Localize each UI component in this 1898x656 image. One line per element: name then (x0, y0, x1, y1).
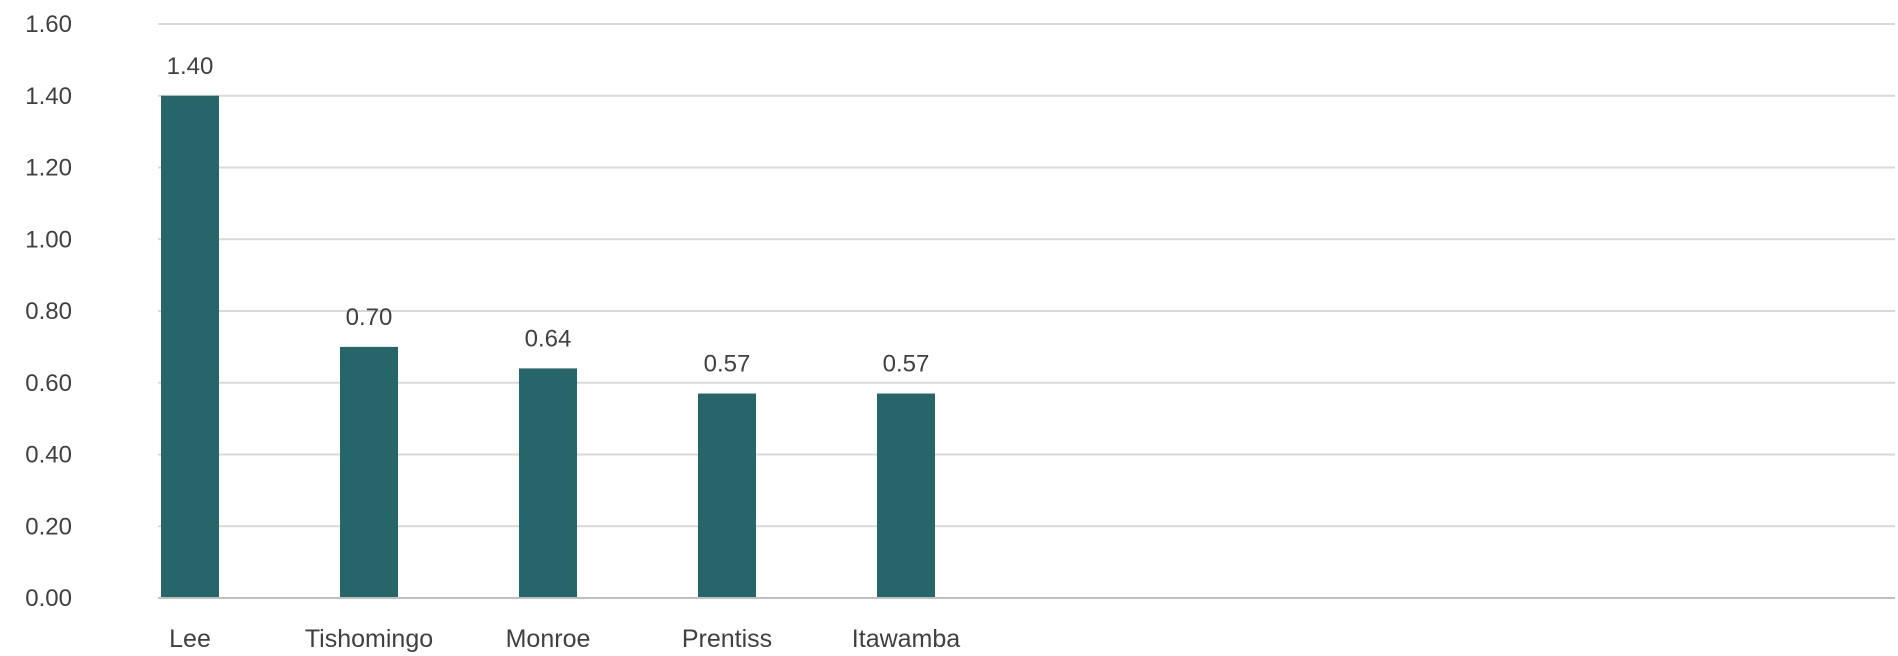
y-tick-label: 1.40 (25, 83, 72, 110)
x-tick-label: Lee (169, 625, 211, 653)
bar-tishomingo (340, 346, 398, 598)
x-axis-labels: Lee Tishomingo Monroe Prentiss Itawamba (169, 625, 960, 653)
bar-itawamba (877, 393, 935, 598)
data-label: 0.57 (704, 351, 751, 378)
x-tick-label: Prentiss (682, 625, 772, 653)
x-tick-label: Tishomingo (305, 625, 433, 653)
x-tick-label: Monroe (506, 625, 591, 653)
y-axis-ticks: 0.00 0.20 0.40 0.60 0.80 1.00 1.20 1.40 1.60 (25, 11, 72, 612)
y-tick-label: 0.80 (25, 298, 72, 325)
y-tick-label: 0.20 (25, 513, 72, 540)
x-tick-label: Itawamba (852, 625, 960, 653)
data-label: 0.64 (525, 325, 572, 352)
gridlines (158, 23, 1895, 528)
y-tick-label: 1.20 (25, 155, 72, 182)
y-tick-label: 1.60 (25, 11, 72, 38)
data-label: 0.57 (883, 351, 930, 378)
bar-prentiss (698, 393, 756, 598)
bar-monroe (519, 368, 577, 598)
bars (161, 95, 935, 598)
data-label: 1.40 (167, 53, 214, 80)
bar-lee (161, 95, 219, 598)
y-tick-label: 1.00 (25, 226, 72, 253)
data-labels: 1.40 0.70 0.64 0.57 0.57 (167, 53, 930, 378)
data-label: 0.70 (346, 304, 393, 331)
y-tick-label: 0.00 (25, 585, 72, 612)
y-tick-label: 0.60 (25, 370, 72, 397)
y-tick-label: 0.40 (25, 442, 72, 469)
